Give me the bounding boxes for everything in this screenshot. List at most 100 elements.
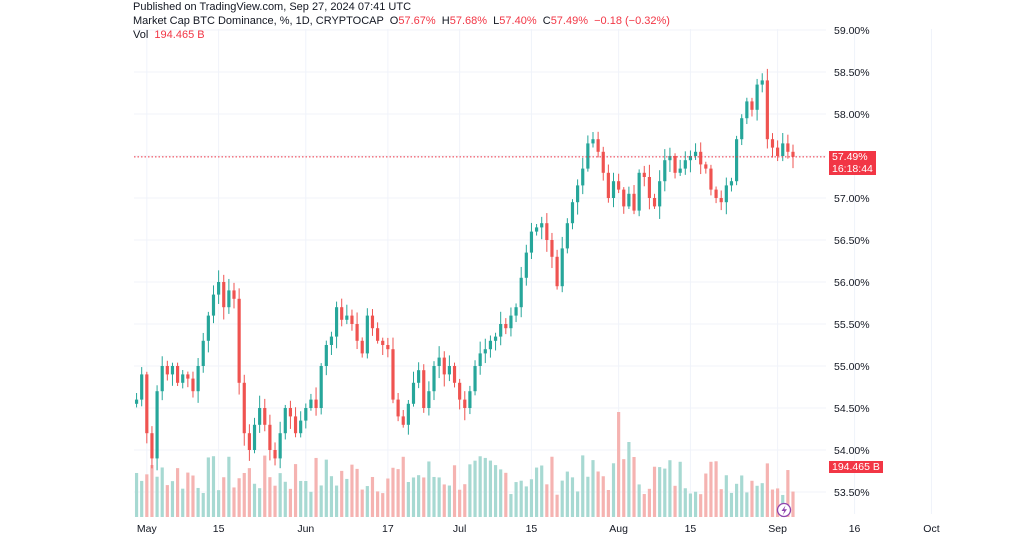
candle-body: [324, 345, 328, 366]
low-value: 57.40%: [499, 15, 537, 27]
bar-countdown: 16:18:44: [832, 163, 873, 175]
volume-bar: [432, 476, 436, 517]
candle-body: [304, 408, 308, 421]
candle-body: [191, 378, 195, 392]
volume-bar: [242, 472, 246, 517]
volume-bar: [663, 468, 667, 517]
volume-bar: [622, 459, 626, 517]
last-price-value: 57.49%: [832, 151, 868, 163]
candle-body: [437, 357, 441, 366]
volume-bar: [324, 459, 328, 517]
candle-body: [222, 282, 226, 308]
y-tick-label: 54.50%: [834, 403, 870, 415]
volume-bar: [668, 460, 672, 517]
candle-body: [750, 101, 754, 110]
volume-bar: [463, 484, 467, 517]
volume-bar: [268, 477, 272, 517]
candle-body: [560, 248, 564, 287]
candle-body: [278, 433, 282, 459]
candle-body: [534, 227, 539, 232]
candle-body: [345, 315, 349, 320]
candle-body: [652, 198, 657, 207]
lightning-icon[interactable]: [776, 502, 792, 518]
ohlc-row: Market Cap BTC Dominance, %, 1D, CRYPTOC…: [133, 14, 670, 28]
candle-body: [252, 424, 257, 450]
volume-bar: [473, 460, 477, 517]
candle-body: [134, 399, 139, 404]
volume-bar: [509, 494, 513, 517]
volume-bar: [724, 475, 728, 517]
volume-bar: [642, 494, 646, 517]
candle-body: [206, 315, 210, 341]
candle-body: [170, 366, 175, 375]
candle-body: [447, 366, 451, 375]
volume-bar: [247, 468, 251, 517]
candle-body: [329, 336, 334, 345]
volume-bar: [545, 484, 549, 517]
candle-body: [165, 366, 169, 375]
candle-body: [237, 298, 241, 383]
candle-body: [263, 408, 267, 425]
y-tick-label: 58.00%: [834, 109, 870, 121]
candle-body: [463, 399, 467, 408]
x-tick-label: 16: [849, 523, 861, 535]
candle-body: [355, 324, 359, 341]
close-value: 57.49%: [550, 15, 588, 27]
volume-bar: [704, 473, 708, 517]
y-tick-label: 55.50%: [834, 319, 870, 331]
candle-body: [468, 391, 472, 408]
x-tick-label: Jul: [453, 523, 466, 535]
volume-bar: [447, 485, 451, 517]
candle-body: [545, 223, 549, 240]
volume-bar: [658, 467, 662, 517]
candle-body: [391, 349, 395, 400]
y-tick-label: 58.50%: [834, 67, 870, 79]
candle-body: [150, 433, 154, 459]
candle-body: [360, 340, 364, 354]
volume-bar: [329, 476, 334, 517]
y-tick-label: 55.00%: [834, 361, 870, 373]
volume-bar: [427, 461, 431, 517]
volume-bar: [160, 467, 164, 517]
candle-body: [693, 151, 698, 156]
candle-body: [709, 168, 713, 190]
volume-bar: [186, 472, 190, 517]
candle-body: [406, 403, 410, 425]
volume-bar: [596, 471, 600, 517]
volume-bar: [504, 472, 508, 517]
volume-bar: [786, 470, 790, 517]
candle-body: [478, 353, 482, 366]
candle-body: [217, 282, 221, 295]
candle-body: [386, 345, 390, 350]
last-price-tag: 57.49% 16:18:44: [829, 151, 876, 175]
volume-bar: [278, 473, 282, 517]
volume-bar: [555, 494, 559, 517]
candle-body: [268, 424, 272, 450]
candle-body: [176, 366, 180, 383]
volume-bar: [632, 457, 636, 517]
candle-body: [740, 118, 744, 140]
volume-bar: [334, 485, 339, 517]
volume-bar: [499, 469, 503, 517]
volume-bar: [576, 491, 580, 517]
volume-bar: [355, 468, 359, 517]
open-value: 57.67%: [398, 15, 436, 27]
volume-bar: [273, 485, 277, 517]
volume-bar: [591, 460, 595, 517]
x-tick-label: 17: [382, 523, 394, 535]
volume-bar: [381, 493, 385, 517]
candle-body: [365, 315, 369, 354]
x-tick-label: 15: [526, 523, 538, 535]
volume-bar: [617, 412, 621, 517]
candle-body: [724, 185, 728, 203]
candle-body: [227, 290, 231, 308]
volume-bar: [165, 485, 169, 517]
volume-bar: [791, 491, 795, 517]
candle-body: [509, 315, 513, 329]
volume-bar: [765, 463, 769, 517]
open-label: O: [389, 15, 399, 27]
volume-bar: [360, 489, 364, 517]
symbol-title[interactable]: Market Cap BTC Dominance, %, 1D, CRYPTOC…: [133, 15, 384, 27]
